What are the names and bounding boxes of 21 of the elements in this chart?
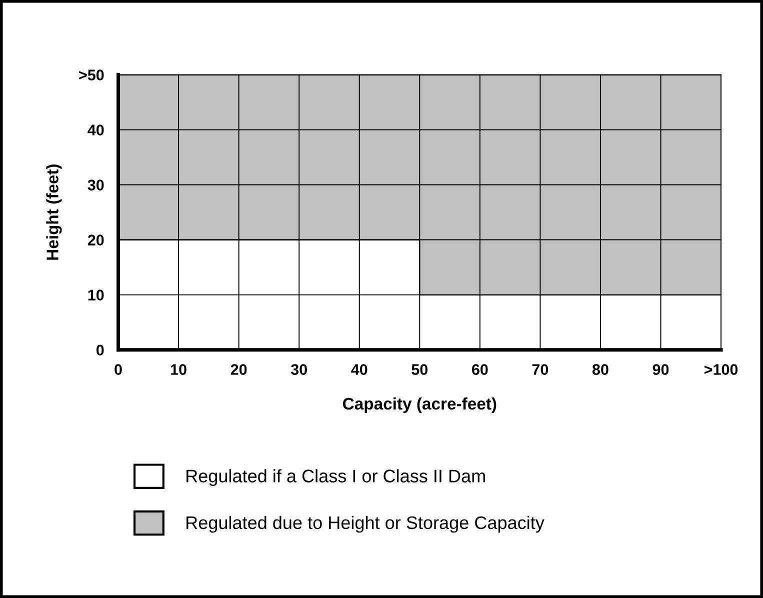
legend-label: Regulated if a Class I or Class II Dam: [186, 469, 485, 486]
y-tick-label: 30: [88, 180, 104, 190]
x-tick-label: 60: [472, 364, 488, 375]
y-tick-label: 10: [88, 290, 104, 300]
x-tick-label: 90: [652, 364, 669, 375]
x-tick-label: 0: [114, 364, 122, 375]
x-tick-label: 30: [290, 364, 307, 375]
y-tick-label: 40: [88, 124, 104, 136]
y-axis-title: Height (feet): [46, 164, 62, 260]
x-tick-label: 80: [592, 364, 608, 375]
x-tick-label: 50: [412, 364, 428, 375]
x-tick-label: 10: [171, 364, 186, 375]
x-tick-label: 20: [230, 364, 247, 375]
x-axis-title: Capacity (acre-feet): [343, 397, 496, 413]
legend-label: Regulated due to Height or Storage Capacity: [186, 516, 544, 533]
y-tick-label: 0: [96, 344, 104, 356]
x-tick-label: >100: [704, 364, 738, 375]
y-tick-label: >50: [79, 70, 104, 80]
x-tick-label: 40: [351, 364, 368, 375]
x-tick-label: 70: [532, 364, 548, 375]
y-tick-label: 20: [88, 234, 104, 246]
